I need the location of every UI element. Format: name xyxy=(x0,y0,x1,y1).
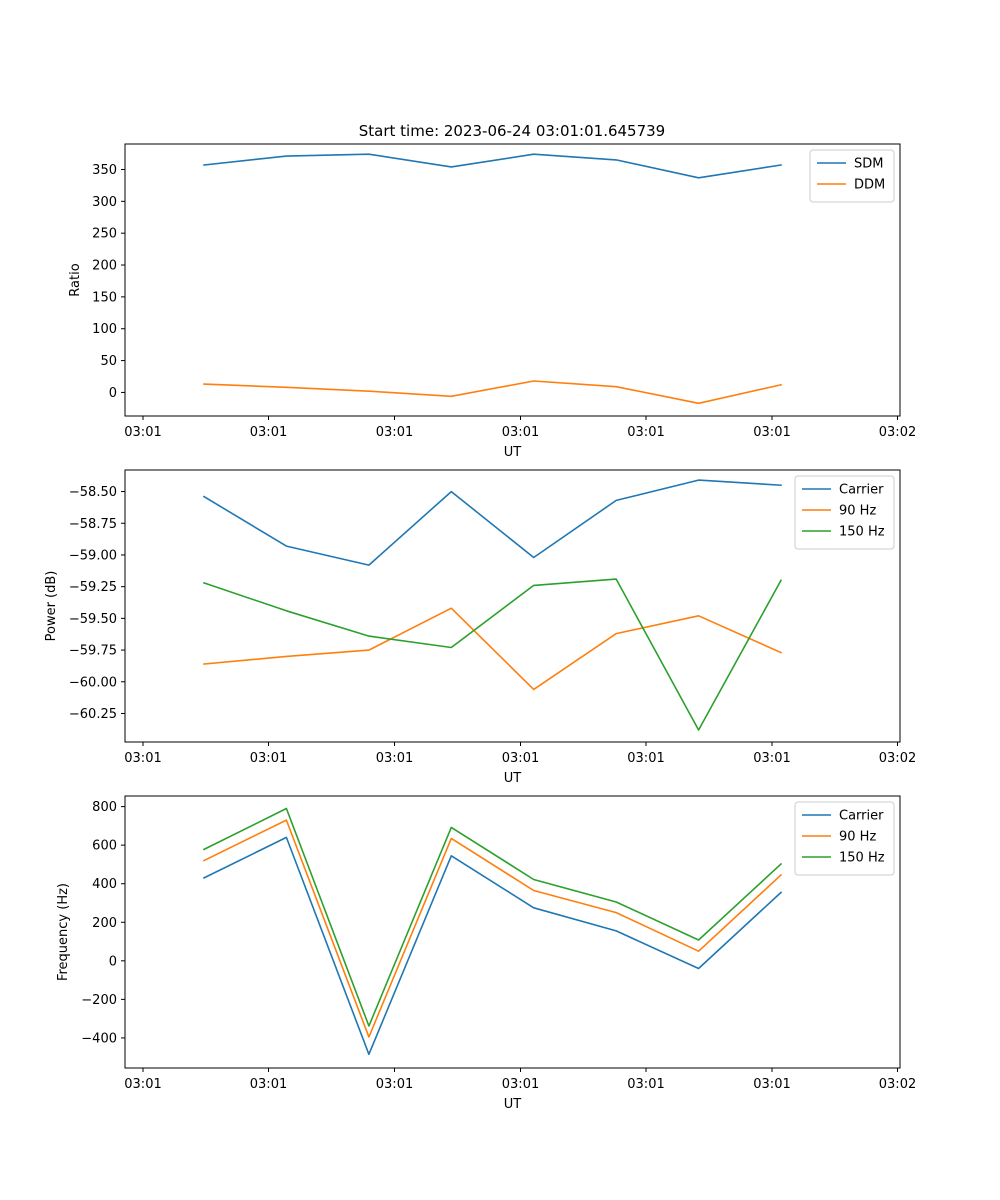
ratio-legend-label-ddm: DDM xyxy=(854,178,885,193)
ratio-y-axis-label: Ratio xyxy=(68,263,83,296)
power-x-tick-label: 03:01 xyxy=(250,751,287,766)
ratio-y-tick-label: 0 xyxy=(109,386,117,401)
ratio-y-tick-label: 300 xyxy=(92,195,117,210)
ratio-x-tick-label: 03:01 xyxy=(753,425,790,440)
frequency-legend-label-carrier: Carrier xyxy=(839,809,884,824)
power-x-tick-label: 03:01 xyxy=(627,751,664,766)
ratio-x-axis-label: UT xyxy=(504,445,522,460)
power-legend: Carrier 90 Hz 150 Hz xyxy=(794,475,895,550)
frequency-series-150-hz-line xyxy=(202,807,783,1027)
power-y-tick-label: −59.00 xyxy=(69,548,117,563)
frequency-y-tick-label: −200 xyxy=(81,993,117,1008)
frequency-x-axis-label: UT xyxy=(504,1097,522,1112)
ratio-x-tick-label: 03:01 xyxy=(376,425,413,440)
frequency-y-tick-label: 600 xyxy=(92,839,117,854)
power-x-tick-label: 03:01 xyxy=(502,751,539,766)
power-y-axis-label: Power (dB) xyxy=(44,571,59,642)
frequency-legend: Carrier 90 Hz 150 Hz xyxy=(794,801,895,876)
ratio-axes-frame xyxy=(124,143,901,417)
frequency-y-tick-label: 800 xyxy=(92,800,117,815)
power-y-tick-label: −59.25 xyxy=(69,580,117,595)
ratio-x-tick-label: 03:02 xyxy=(879,425,916,440)
power-series-carrier-line xyxy=(202,479,782,566)
ratio-x-tick-label: 03:01 xyxy=(250,425,287,440)
frequency-series-90-hz-line xyxy=(202,819,783,1038)
ratio-y-tick-label: 50 xyxy=(100,354,117,369)
ratio-y-tick-label: 200 xyxy=(92,259,117,274)
power-y-tick-label: −58.75 xyxy=(69,517,117,532)
power-series-90-hz-line xyxy=(203,607,783,691)
ratio-series-sdm-line xyxy=(203,153,782,179)
power-legend-label-carrier: Carrier xyxy=(839,483,884,498)
frequency-y-tick-label: 0 xyxy=(109,954,117,969)
ratio-y-tick-label: 250 xyxy=(92,227,117,242)
power-x-tick-label: 03:01 xyxy=(376,751,413,766)
power-x-tick-label: 03:01 xyxy=(753,751,790,766)
frequency-x-tick-label: 03:01 xyxy=(627,1077,664,1092)
ratio-y-tick-label: 350 xyxy=(92,163,117,178)
figure-title: Start time: 2023-06-24 03:01:01.645739 xyxy=(359,122,665,140)
frequency-panel: 03:01 03:01 03:01 03:01 03:01 03:01 03:02 −400 −… xyxy=(56,795,916,1112)
power-y-tick-label: −59.75 xyxy=(69,644,117,659)
ratio-panel: 03:01 03:01 03:01 03:01 03:01 03:01 03:02 0 50 10… xyxy=(68,143,916,460)
power-y-tick-label: −60.25 xyxy=(69,707,117,722)
power-legend-label-90-hz: 90 Hz xyxy=(839,504,876,519)
power-x-axis-label: UT xyxy=(504,771,522,786)
power-y-tick-label: −58.50 xyxy=(69,485,117,500)
frequency-x-tick-label: 03:01 xyxy=(502,1077,539,1092)
frequency-x-tick-label: 03:01 xyxy=(753,1077,790,1092)
ratio-y-tick-label: 100 xyxy=(92,322,117,337)
power-axes-frame xyxy=(124,469,901,743)
frequency-y-axis-label: Frequency (Hz) xyxy=(56,883,71,981)
frequency-x-tick-label: 03:01 xyxy=(124,1077,161,1092)
ratio-x-tick-label: 03:01 xyxy=(124,425,161,440)
ratio-legend-label-sdm: SDM xyxy=(854,157,883,172)
frequency-x-tick-label: 03:02 xyxy=(879,1077,916,1092)
ratio-x-tick-label: 03:01 xyxy=(502,425,539,440)
frequency-legend-label-90-hz: 90 Hz xyxy=(839,830,876,845)
power-series-150-hz-line xyxy=(202,578,783,731)
power-x-tick-label: 03:01 xyxy=(124,751,161,766)
frequency-axes-frame xyxy=(124,795,901,1069)
power-y-tick-label: −60.00 xyxy=(69,675,117,690)
frequency-y-tick-label: 200 xyxy=(92,916,117,931)
frequency-y-tick-label: −400 xyxy=(81,1031,117,1046)
frequency-series-carrier-line xyxy=(202,836,783,1056)
ratio-x-tick-label: 03:01 xyxy=(627,425,664,440)
ratio-series-ddm-line xyxy=(203,380,782,405)
power-x-tick-label: 03:02 xyxy=(879,751,916,766)
ratio-legend: SDM DDM xyxy=(809,149,895,203)
power-y-tick-label: −59.50 xyxy=(69,612,117,627)
ratio-y-tick-label: 150 xyxy=(92,290,117,305)
frequency-x-tick-label: 03:01 xyxy=(250,1077,287,1092)
frequency-x-tick-label: 03:01 xyxy=(376,1077,413,1092)
frequency-legend-label-150-hz: 150 Hz xyxy=(839,851,885,866)
frequency-y-tick-label: 400 xyxy=(92,877,117,892)
power-legend-label-150-hz: 150 Hz xyxy=(839,525,885,540)
power-panel: 03:01 03:01 03:01 03:01 03:01 03:01 03:02 −60.2… xyxy=(44,469,916,786)
